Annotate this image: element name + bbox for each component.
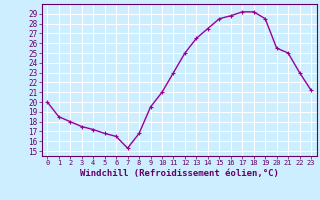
X-axis label: Windchill (Refroidissement éolien,°C): Windchill (Refroidissement éolien,°C) <box>80 169 279 178</box>
